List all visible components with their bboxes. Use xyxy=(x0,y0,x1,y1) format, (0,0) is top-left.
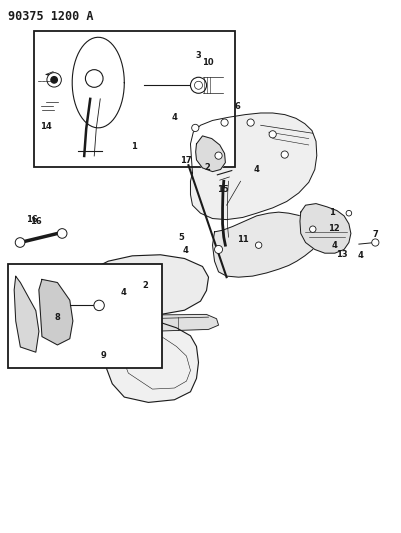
Circle shape xyxy=(190,77,207,93)
Text: 16: 16 xyxy=(30,217,42,225)
Text: 10: 10 xyxy=(203,59,214,67)
Text: 6: 6 xyxy=(235,102,241,111)
Text: 3: 3 xyxy=(196,51,201,60)
Circle shape xyxy=(192,124,199,132)
Circle shape xyxy=(94,300,104,311)
Text: 17: 17 xyxy=(180,157,191,165)
Text: 90375 1200 A: 90375 1200 A xyxy=(8,10,93,22)
Text: 9: 9 xyxy=(101,351,107,360)
Circle shape xyxy=(57,229,67,238)
Text: 4: 4 xyxy=(358,252,364,260)
Circle shape xyxy=(346,211,352,216)
Text: 14: 14 xyxy=(40,122,52,131)
Text: 5: 5 xyxy=(178,233,184,241)
Circle shape xyxy=(269,131,276,138)
Polygon shape xyxy=(39,279,73,345)
Polygon shape xyxy=(14,276,39,352)
Polygon shape xyxy=(300,204,351,253)
Text: 4: 4 xyxy=(253,165,259,174)
Text: 4: 4 xyxy=(172,113,178,122)
Text: 8: 8 xyxy=(55,313,60,322)
Bar xyxy=(8,264,162,368)
Text: 15: 15 xyxy=(217,185,228,193)
Text: 16: 16 xyxy=(26,215,38,224)
Circle shape xyxy=(85,70,103,87)
Text: 2: 2 xyxy=(142,281,148,289)
Circle shape xyxy=(215,152,222,159)
Text: 1: 1 xyxy=(329,208,335,216)
Text: 11: 11 xyxy=(237,236,248,244)
Circle shape xyxy=(372,239,379,246)
Bar xyxy=(34,31,235,167)
Circle shape xyxy=(47,72,61,87)
Circle shape xyxy=(255,242,262,248)
Text: 2: 2 xyxy=(205,164,211,172)
Circle shape xyxy=(194,81,203,90)
Text: 7: 7 xyxy=(373,230,379,239)
Circle shape xyxy=(281,151,288,158)
Circle shape xyxy=(215,245,223,254)
Circle shape xyxy=(51,77,57,83)
Polygon shape xyxy=(104,317,198,402)
Text: 12: 12 xyxy=(328,224,340,232)
Polygon shape xyxy=(190,113,317,220)
Polygon shape xyxy=(84,314,219,333)
Circle shape xyxy=(15,238,25,247)
Polygon shape xyxy=(213,212,317,277)
Text: 13: 13 xyxy=(336,251,348,259)
Circle shape xyxy=(310,226,316,232)
Text: 1: 1 xyxy=(132,142,137,151)
Polygon shape xyxy=(196,136,225,172)
Text: 4: 4 xyxy=(121,288,127,297)
Text: 4: 4 xyxy=(332,241,338,249)
Circle shape xyxy=(247,119,254,126)
Text: 4: 4 xyxy=(182,246,188,255)
Polygon shape xyxy=(84,255,209,316)
Circle shape xyxy=(221,119,228,126)
